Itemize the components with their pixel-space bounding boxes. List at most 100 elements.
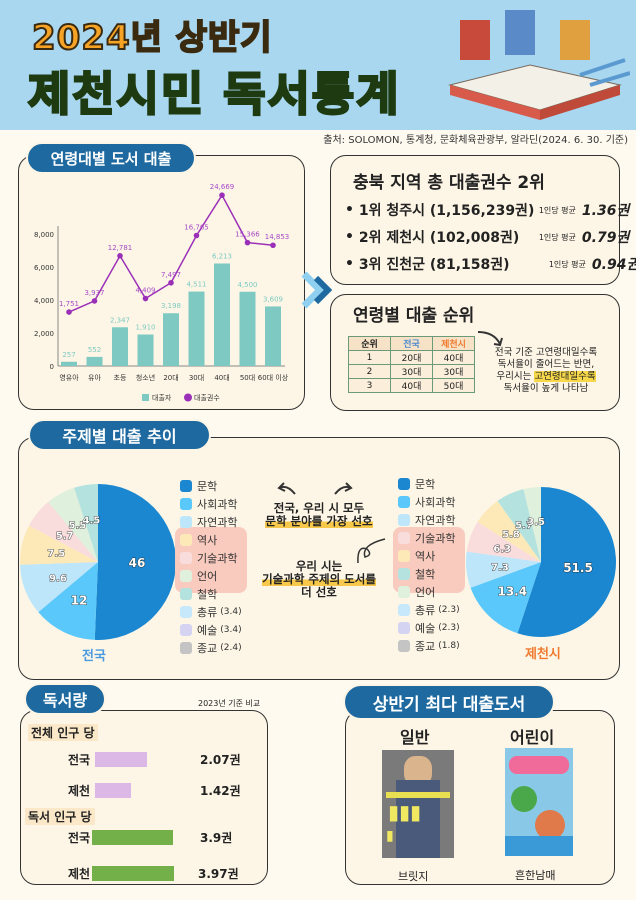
age-rank-title: 연령별 대출 순위 — [353, 306, 475, 326]
legend-swatch — [180, 642, 192, 654]
title-line2: 제천시민 독서통계 — [27, 66, 401, 123]
bar — [61, 361, 77, 366]
bar — [188, 291, 205, 366]
note-line: 문학 분야를 가장 선호 — [265, 514, 373, 528]
avg-label: 1인당 평균 — [538, 232, 576, 242]
pie-slice — [94, 484, 176, 640]
cell: 1 — [348, 350, 391, 365]
bar — [137, 334, 154, 366]
legend-item: 총류 (3.4) — [180, 603, 242, 621]
legend-swatch — [180, 516, 192, 528]
y-tick-label: 4,000 — [34, 297, 54, 305]
pie-slice — [466, 521, 541, 562]
line-data-label: 12,781 — [108, 244, 133, 252]
legend-swatch — [398, 550, 410, 562]
pie-slice — [38, 562, 98, 640]
legend-pct: (2.4) — [220, 643, 242, 653]
general-book-title: 브릿지 — [398, 870, 429, 883]
pie-data-label: 7.5 — [47, 548, 65, 559]
legend-item: 문학 — [398, 475, 460, 493]
legend-label: 사회과학 — [197, 498, 238, 511]
legend-label: 대출권수 — [194, 393, 220, 402]
th-national: 전국 — [390, 336, 433, 351]
library-illustration — [448, 10, 630, 120]
subject-section-label: 주제별 대출 추이 — [28, 419, 211, 451]
legend-item: 종교 (1.8) — [398, 637, 460, 655]
note-line: 더 선호 — [301, 585, 337, 599]
x-tick-label: 영유아 — [59, 373, 79, 382]
pie-slice — [20, 525, 98, 565]
legend-swatch — [398, 640, 410, 652]
line-point — [117, 253, 123, 259]
x-tick-label: 40대 — [214, 374, 229, 382]
pie-data-label: 4.5 — [82, 516, 100, 527]
legend-item: 기술과학 — [398, 529, 460, 547]
ranking-text: 2위 제천시 (102,008권) — [358, 230, 520, 246]
legend-label: 문학 — [197, 480, 218, 493]
legend-item: 문학 — [180, 477, 242, 495]
table-row: 3 40대 50대 — [348, 378, 475, 393]
ranking-text: 1위 청주시 (1,156,239권) — [358, 203, 535, 219]
line-data-label: 7,497 — [161, 271, 181, 279]
legend-label: 자연과학 — [415, 514, 456, 527]
legend-swatch — [180, 480, 192, 492]
legend-label: 문학 — [415, 478, 436, 491]
legend-pct: (1.8) — [438, 641, 460, 651]
pie-data-label: 3.5 — [527, 517, 545, 528]
note-line: 우리시는 고연령대일수록 — [481, 371, 611, 383]
reading-row-label: 제천 — [68, 867, 91, 881]
jecheon-legend: 문학 사회과학 자연과학 기술과학 역사 철학 언어 총류 (2.3) 예술 (2.3) 종교 (1.8… — [398, 475, 460, 655]
legend-label: 사회과학 — [415, 496, 456, 509]
title-line1: 2024년 상반기 — [31, 17, 273, 59]
cell: 30대 — [432, 364, 475, 379]
bar — [239, 291, 256, 366]
line-data-label: 4,409 — [135, 287, 155, 295]
legend-label: 대출자 — [152, 393, 172, 402]
cell: 30대 — [390, 364, 433, 379]
legend-swatch — [398, 478, 410, 490]
reading-bar — [95, 783, 131, 798]
general-category: 일반 — [400, 728, 430, 747]
legend-label: 예술 — [415, 622, 436, 635]
x-tick-label: 20대 — [163, 374, 178, 382]
note-line: 전국, 우리 시 모두 — [273, 501, 365, 515]
line-point — [142, 295, 149, 302]
best-section-label: 상반기 최다 대출도서 — [343, 684, 555, 720]
pie-slice — [497, 489, 541, 562]
legend-label: 기술과학 — [197, 552, 238, 565]
y-tick-label: 6,000 — [34, 264, 54, 272]
legend-item: 예술 (3.4) — [180, 621, 242, 639]
line-data-label: 15,366 — [235, 231, 260, 239]
book-cover-siblings — [505, 748, 573, 856]
th-rank: 순위 — [348, 336, 391, 351]
avg-value: 0.94권 — [591, 257, 636, 273]
legend-item: 총류 (2.3) — [398, 601, 460, 619]
legend-item: 철학 — [180, 585, 242, 603]
x-tick-label: 50대 — [240, 374, 255, 382]
cell: 40대 — [432, 350, 475, 365]
table-row: 1 20대 40대 — [348, 350, 475, 365]
subject-note-a: 전국, 우리 시 모두 문학 분야를 가장 선호 — [250, 502, 388, 528]
pie-data-label: 5.7 — [56, 531, 74, 542]
reading-row-label: 제천 — [68, 784, 91, 798]
national-pie-title: 전국 — [82, 649, 106, 664]
legend-pct: (3.4) — [220, 625, 242, 635]
loop-arrow-icon — [357, 538, 386, 564]
legend-swatch-bar — [142, 394, 149, 401]
ranking-item: • 1위 청주시 (1,156,239권) 1인당 평균 1.36권 — [345, 200, 629, 220]
bar-data-label: 552 — [88, 346, 101, 354]
avg-label: 1인당 평균 — [548, 259, 586, 269]
legend-pct: (3.4) — [220, 607, 242, 617]
line-point — [219, 192, 225, 198]
age-rank-card: 연령별 대출 순위 순위 전국 제천시 1 20대 40대 2 30대 30대 3 40대 50… — [330, 294, 620, 411]
note-line: 기술과학 주제의 도서를 — [262, 572, 376, 586]
line-point — [91, 298, 98, 304]
bar-data-label: 4,500 — [237, 281, 257, 289]
line-data-label: 16,765 — [184, 223, 209, 231]
y-tick-label: 0 — [50, 363, 54, 371]
pie-data-label: 6.3 — [493, 544, 511, 555]
cell: 3 — [348, 378, 391, 393]
legend-item: 기술과학 — [180, 549, 242, 567]
ranking-title: 충북 지역 총 대출권수 2위 — [353, 173, 545, 193]
cell: 40대 — [390, 378, 433, 393]
